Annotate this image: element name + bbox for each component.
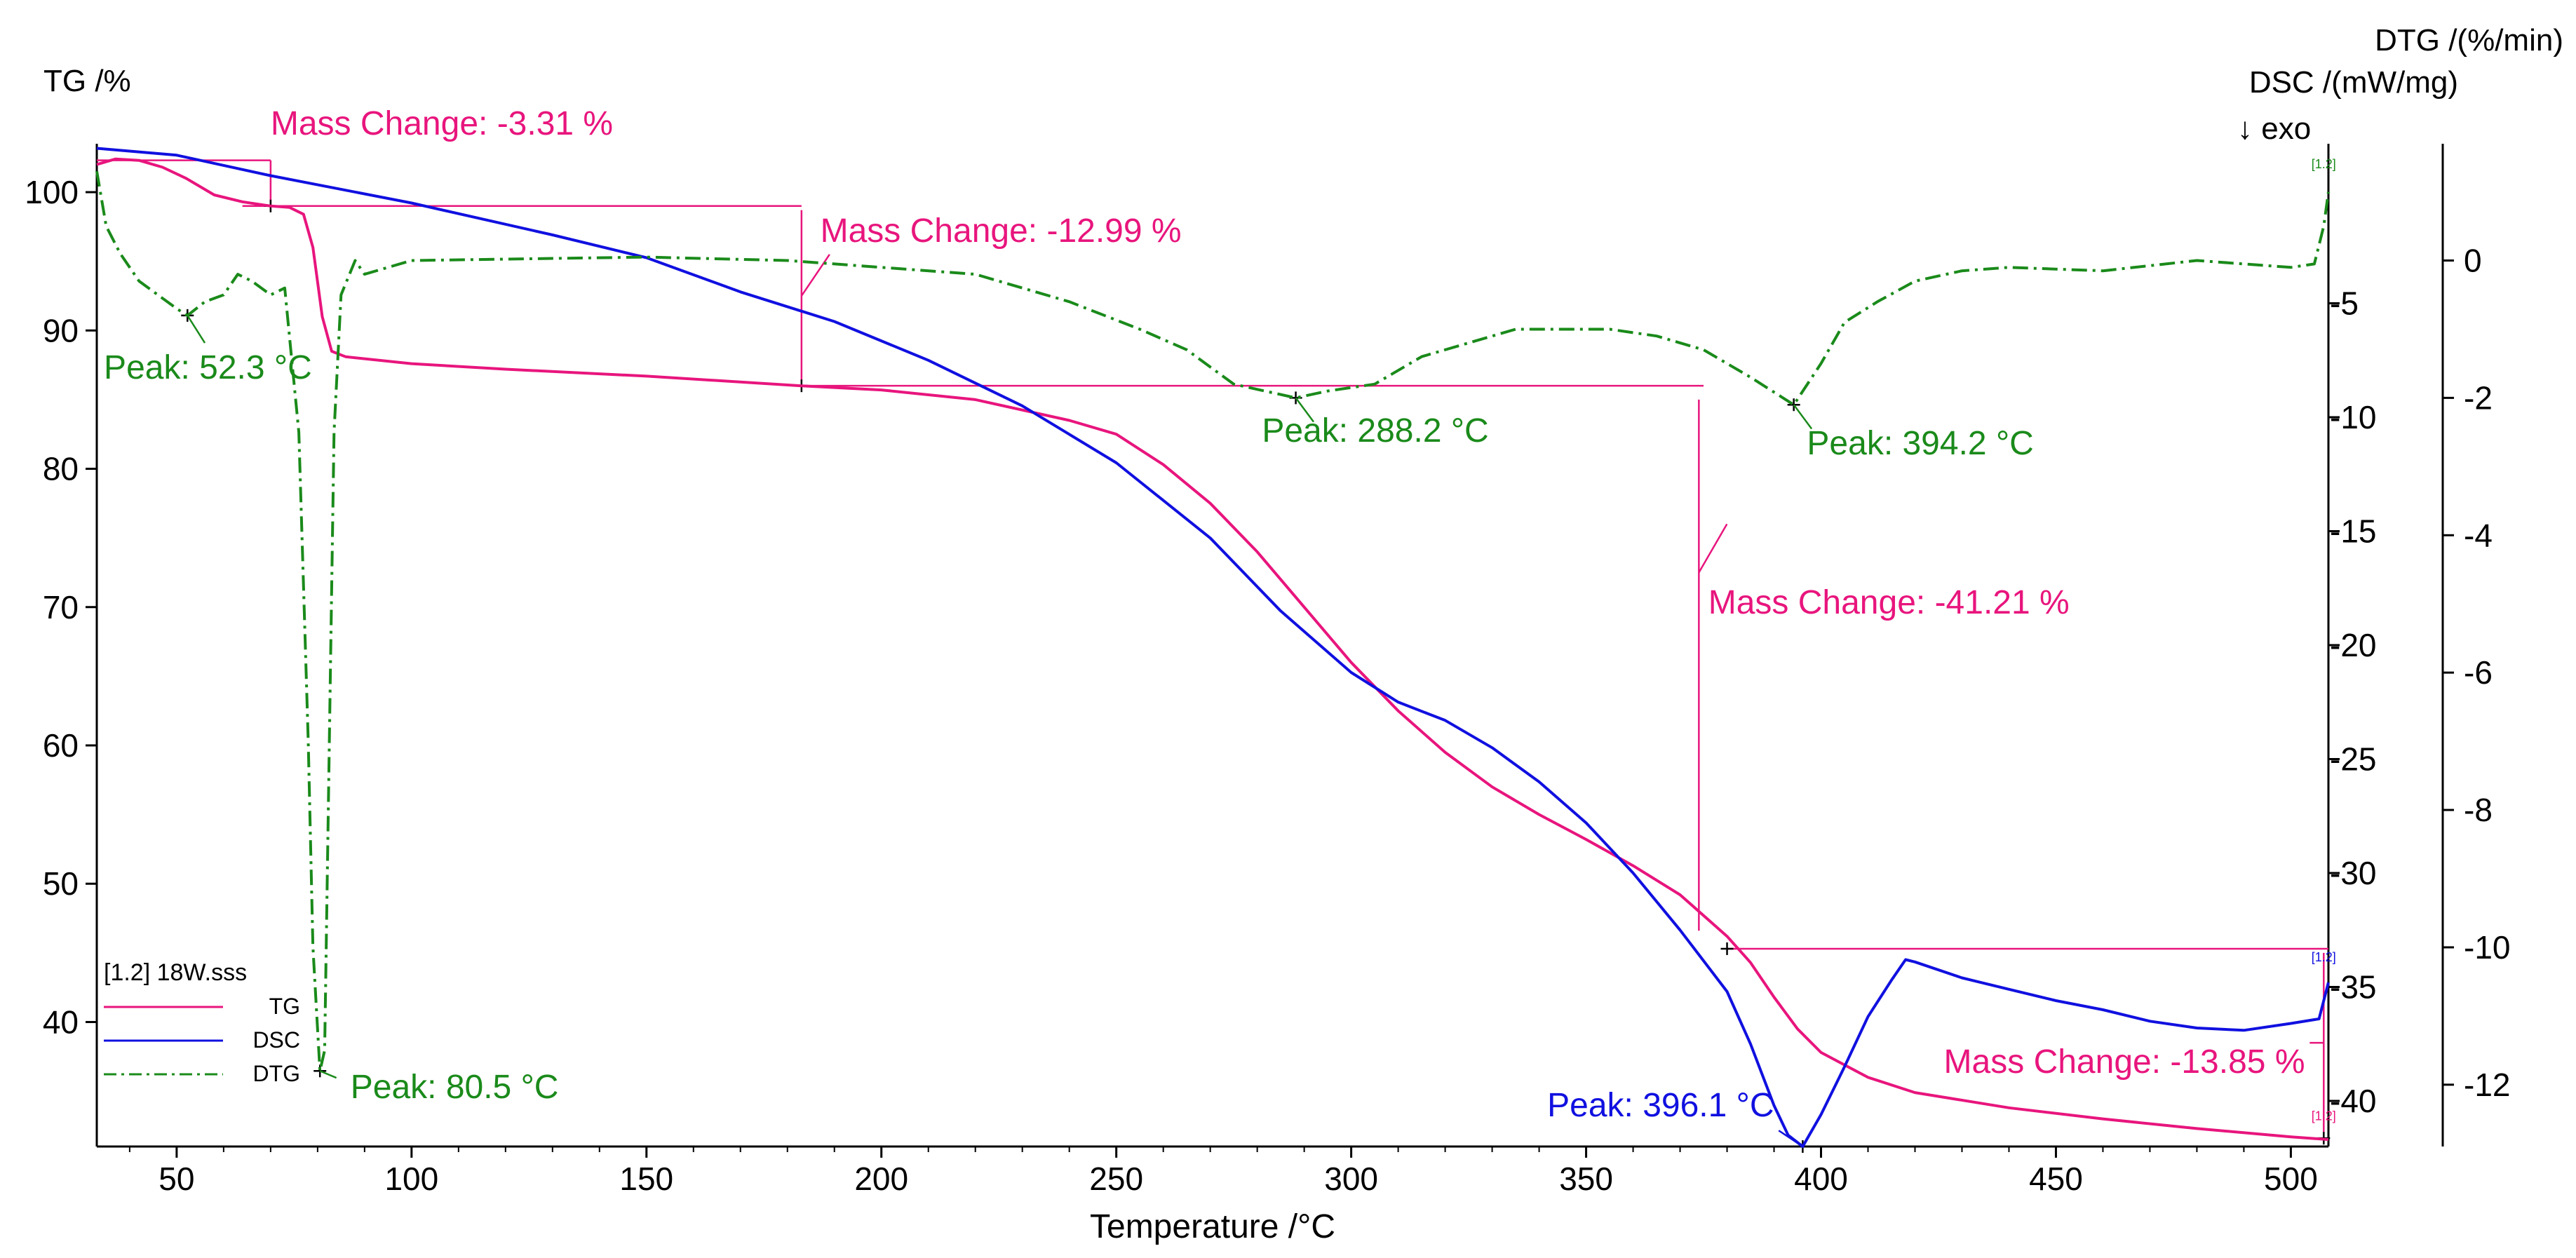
end-marker-label: [1.2] [2312,157,2336,171]
x-tick-label: 200 [854,1161,908,1197]
dsc-axis-label: DSC /(mW/mg) [2249,65,2458,100]
mc3-leader [1698,523,1728,574]
tg-tick-label: 40 [43,1003,79,1040]
x-tick-label: 50 [159,1161,194,1197]
x-tick-label: 100 [384,1161,438,1197]
dsc-tick-label: -30 [2330,855,2376,891]
dsc-tick-label: -10 [2330,399,2376,435]
mc2-leader [800,254,830,297]
x-tick-label: 400 [1794,1161,1848,1197]
pk2-leader [319,1070,337,1079]
dtg-tick-label: -12 [2464,1067,2510,1103]
end-marker-label: [1.2] [2312,950,2336,964]
annotation-pk5: Peak: 396.1 °C [1547,1087,1774,1124]
tg-tick-label: 100 [25,174,79,210]
series-tg-line [96,157,2329,1142]
dtg-tick-label: -6 [2464,654,2493,691]
annotation-mc1: Mass Change: -3.31 % [271,105,613,142]
annotation-pk4: Peak: 394.2 °C [1807,425,2033,462]
tg-tick-label: 90 [43,312,79,349]
annotation-mc3: Mass Change: -41.21 % [1708,584,2070,621]
annotation-mc2: Mass Change: -12.99 % [821,212,1182,250]
dtg-tick-label: -8 [2464,792,2493,828]
dsc-tick-label: -15 [2330,513,2376,550]
legend-title: [1.2] 18W.sss [104,959,247,986]
x-tick-label: 150 [619,1161,673,1197]
dtg-axis-label: DTG /(%/min) [2375,23,2563,58]
legend-label-tg: TG [269,994,300,1019]
pk1-leader [187,315,206,344]
pk3-leader [1295,397,1315,423]
x-tick-label: 350 [1559,1161,1613,1197]
dtg-tick-label: -2 [2464,379,2493,416]
tg-tick-label: 50 [43,865,79,902]
pk4-leader [1793,404,1813,430]
dtg-tick-label: 0 [2464,243,2482,279]
x-tick-label: 500 [2264,1161,2318,1197]
end-marker-label: [1.2] [2312,1109,2336,1123]
dsc-tick-label: -35 [2330,969,2376,1006]
x-tick-label: 450 [2029,1161,2083,1197]
dsc-tick-label: -20 [2330,627,2376,663]
dsc-tick-label: -5 [2330,285,2359,322]
series-dsc-line [96,147,2330,1148]
legend-label-dsc: DSC [252,1027,300,1053]
tg-axis-label: TG /% [43,64,131,98]
annotation-pk2: Peak: 80.5 °C [351,1069,559,1106]
x-axis-label: Temperature /°C [1090,1208,1335,1245]
series-dtg-line [95,170,2330,1073]
dsc-tick-label: -40 [2330,1083,2376,1119]
x-tick-label: 300 [1324,1161,1378,1197]
dtg-tick-label: -10 [2464,929,2510,966]
legend-label-dtg: DTG [252,1061,300,1086]
annotation-mc4: Mass Change: -13.85 % [1944,1043,2305,1081]
annotation-pk1: Peak: 52.3 °C [104,349,312,386]
tg-tick-label: 70 [43,589,79,625]
x-tick-label: 250 [1089,1161,1143,1197]
tg-tick-label: 80 [43,451,79,487]
tg-tick-label: 60 [43,727,79,764]
dtg-tick-label: -4 [2464,517,2493,553]
exo-direction-label: ↓ exo [2237,111,2311,146]
dsc-tick-label: -25 [2330,741,2376,778]
annotation-pk3: Peak: 288.2 °C [1262,412,1488,449]
